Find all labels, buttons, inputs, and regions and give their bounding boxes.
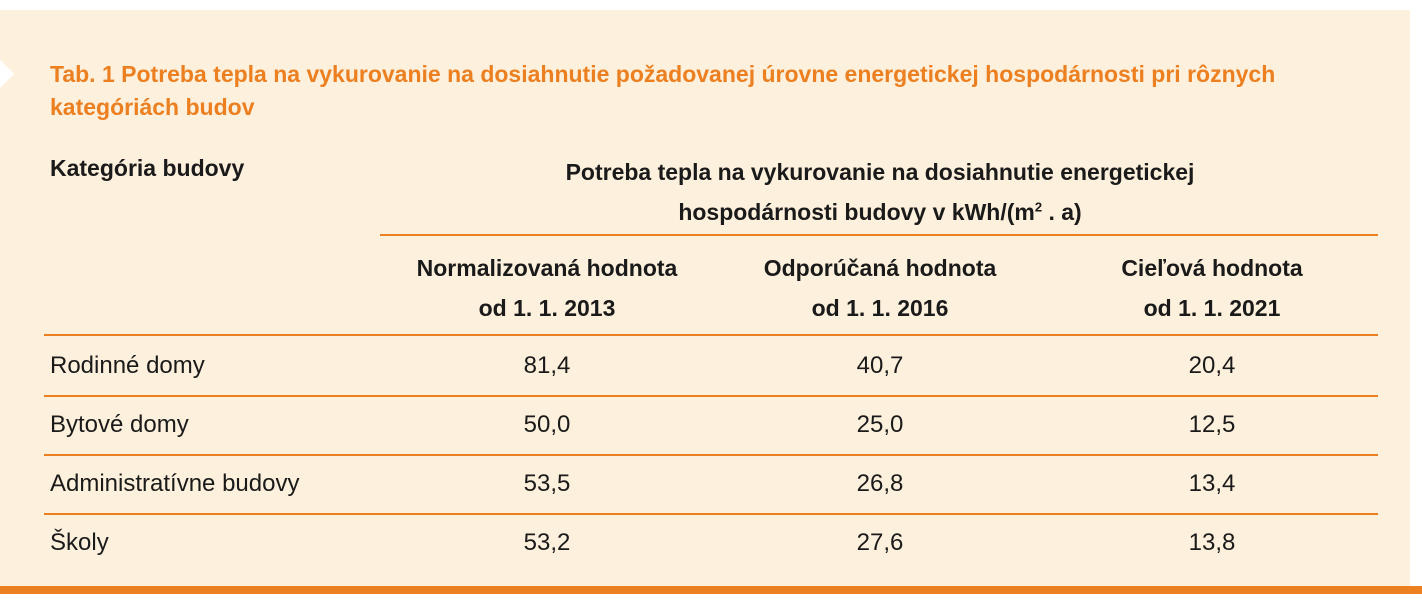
row-value-normalized: 50,0 — [523, 411, 571, 438]
row-value-recommended: 26,8 — [856, 470, 904, 497]
row-category: Bytové domy — [50, 411, 189, 438]
column-header-date: od 1. 1. 2021 — [1143, 295, 1281, 321]
row-category: Školy — [50, 529, 109, 556]
row-value-recommended: 25,0 — [856, 411, 904, 438]
row-value-normalized: 53,2 — [523, 529, 571, 556]
row-divider — [44, 395, 1378, 397]
row-divider — [44, 454, 1378, 456]
row-divider — [44, 513, 1378, 515]
group-header-line2: hospodárnosti budovy v kWh/(m2 . a) — [380, 192, 1380, 232]
column-header-label: Odporúčaná hodnota — [763, 255, 997, 281]
bottom-accent-bar — [0, 586, 1422, 594]
column-header-label: Cieľová hodnota — [1121, 255, 1303, 281]
unit-superscript: 2 — [1034, 199, 1043, 215]
group-header-line1: Potreba tepla na vykurovanie na dosiahnu… — [565, 159, 1195, 185]
column-header-date: od 1. 1. 2013 — [478, 295, 616, 321]
column-header-target: Cieľová hodnota od 1. 1. 2021 — [1047, 248, 1377, 328]
panel-notch — [0, 60, 14, 88]
row-value-target: 20,4 — [1188, 352, 1236, 379]
group-header-line2-text: hospodárnosti budovy v kWh/(m — [678, 199, 1035, 225]
group-header: Potreba tepla na vykurovanie na dosiahnu… — [380, 152, 1380, 232]
row-value-target: 13,8 — [1188, 529, 1236, 556]
category-header: Kategória budovy — [50, 155, 245, 181]
table-title: Tab. 1 Potreba tepla na vykurovanie na d… — [50, 61, 1276, 120]
column-header-normalized: Normalizovaná hodnota od 1. 1. 2013 — [382, 248, 712, 328]
row-value-normalized: 81,4 — [523, 352, 571, 379]
header-divider — [44, 334, 1378, 336]
row-category: Administratívne budovy — [50, 470, 300, 497]
group-header-divider — [380, 234, 1378, 236]
row-value-target: 12,5 — [1188, 411, 1236, 438]
row-value-recommended: 40,7 — [856, 352, 904, 379]
row-value-recommended: 27,6 — [856, 529, 904, 556]
table-panel: Tab. 1 Potreba tepla na vykurovanie na d… — [0, 10, 1410, 593]
row-value-target: 13,4 — [1188, 470, 1236, 497]
column-header-date: od 1. 1. 2016 — [811, 295, 949, 321]
row-value-normalized: 53,5 — [523, 470, 571, 497]
column-header-label: Normalizovaná hodnota — [416, 255, 678, 281]
column-header-recommended: Odporúčaná hodnota od 1. 1. 2016 — [715, 248, 1045, 328]
row-category: Rodinné domy — [50, 352, 205, 379]
group-header-line2-end: . a) — [1042, 199, 1082, 225]
